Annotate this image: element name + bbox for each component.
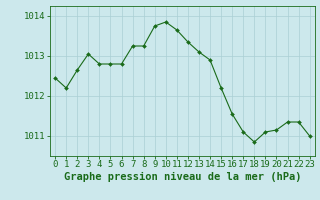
X-axis label: Graphe pression niveau de la mer (hPa): Graphe pression niveau de la mer (hPa)	[64, 172, 301, 182]
